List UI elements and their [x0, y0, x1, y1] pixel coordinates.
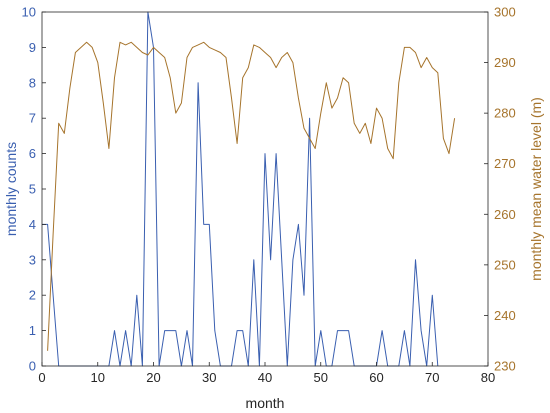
left-tick-label: 5 [29, 182, 36, 197]
monthly-counts-line [42, 11, 439, 367]
x-tick-label: 40 [258, 370, 272, 385]
x-tick-label: 70 [425, 370, 439, 385]
left-tick-label: 8 [29, 75, 36, 90]
x-tick-label: 30 [202, 370, 216, 385]
x-tick-label: 10 [91, 370, 105, 385]
right-tick-label: 280 [494, 106, 516, 121]
right-tick-label: 260 [494, 207, 516, 222]
x-tick-label: 50 [314, 370, 328, 385]
right-axis-ticks: 230 240 250 260 270 280 290 300 [484, 5, 516, 374]
x-tick-label: 0 [38, 370, 45, 385]
plot-frame [41, 11, 489, 367]
left-tick-label: 6 [29, 146, 36, 161]
left-tick-label: 4 [29, 217, 36, 232]
x-axis-ticks: 0 10 20 30 40 50 60 70 80 [38, 362, 495, 385]
left-axis-label: monthly counts [3, 142, 19, 236]
right-tick-label: 290 [494, 55, 516, 70]
left-tick-label: 3 [29, 252, 36, 267]
left-tick-label: 0 [29, 359, 36, 374]
left-tick-label: 1 [29, 323, 36, 338]
x-tick-label: 80 [481, 370, 495, 385]
x-tick-label: 60 [369, 370, 383, 385]
right-axis-label: monthly mean water level (m) [528, 97, 544, 281]
right-tick-label: 230 [494, 359, 516, 374]
right-tick-label: 240 [494, 308, 516, 323]
left-tick-label: 2 [29, 288, 36, 303]
left-axis-ticks: 0 1 2 3 4 5 6 7 8 9 10 [22, 5, 46, 374]
x-axis-label: month [246, 395, 285, 411]
water-level-line [47, 41, 456, 351]
plot-lines [42, 11, 456, 367]
right-tick-label: 250 [494, 257, 516, 272]
left-tick-label: 9 [29, 40, 36, 55]
right-tick-label: 270 [494, 156, 516, 171]
left-tick-label: 10 [22, 5, 36, 20]
left-tick-label: 7 [29, 111, 36, 126]
x-tick-label: 20 [146, 370, 160, 385]
right-tick-label: 300 [494, 5, 516, 20]
